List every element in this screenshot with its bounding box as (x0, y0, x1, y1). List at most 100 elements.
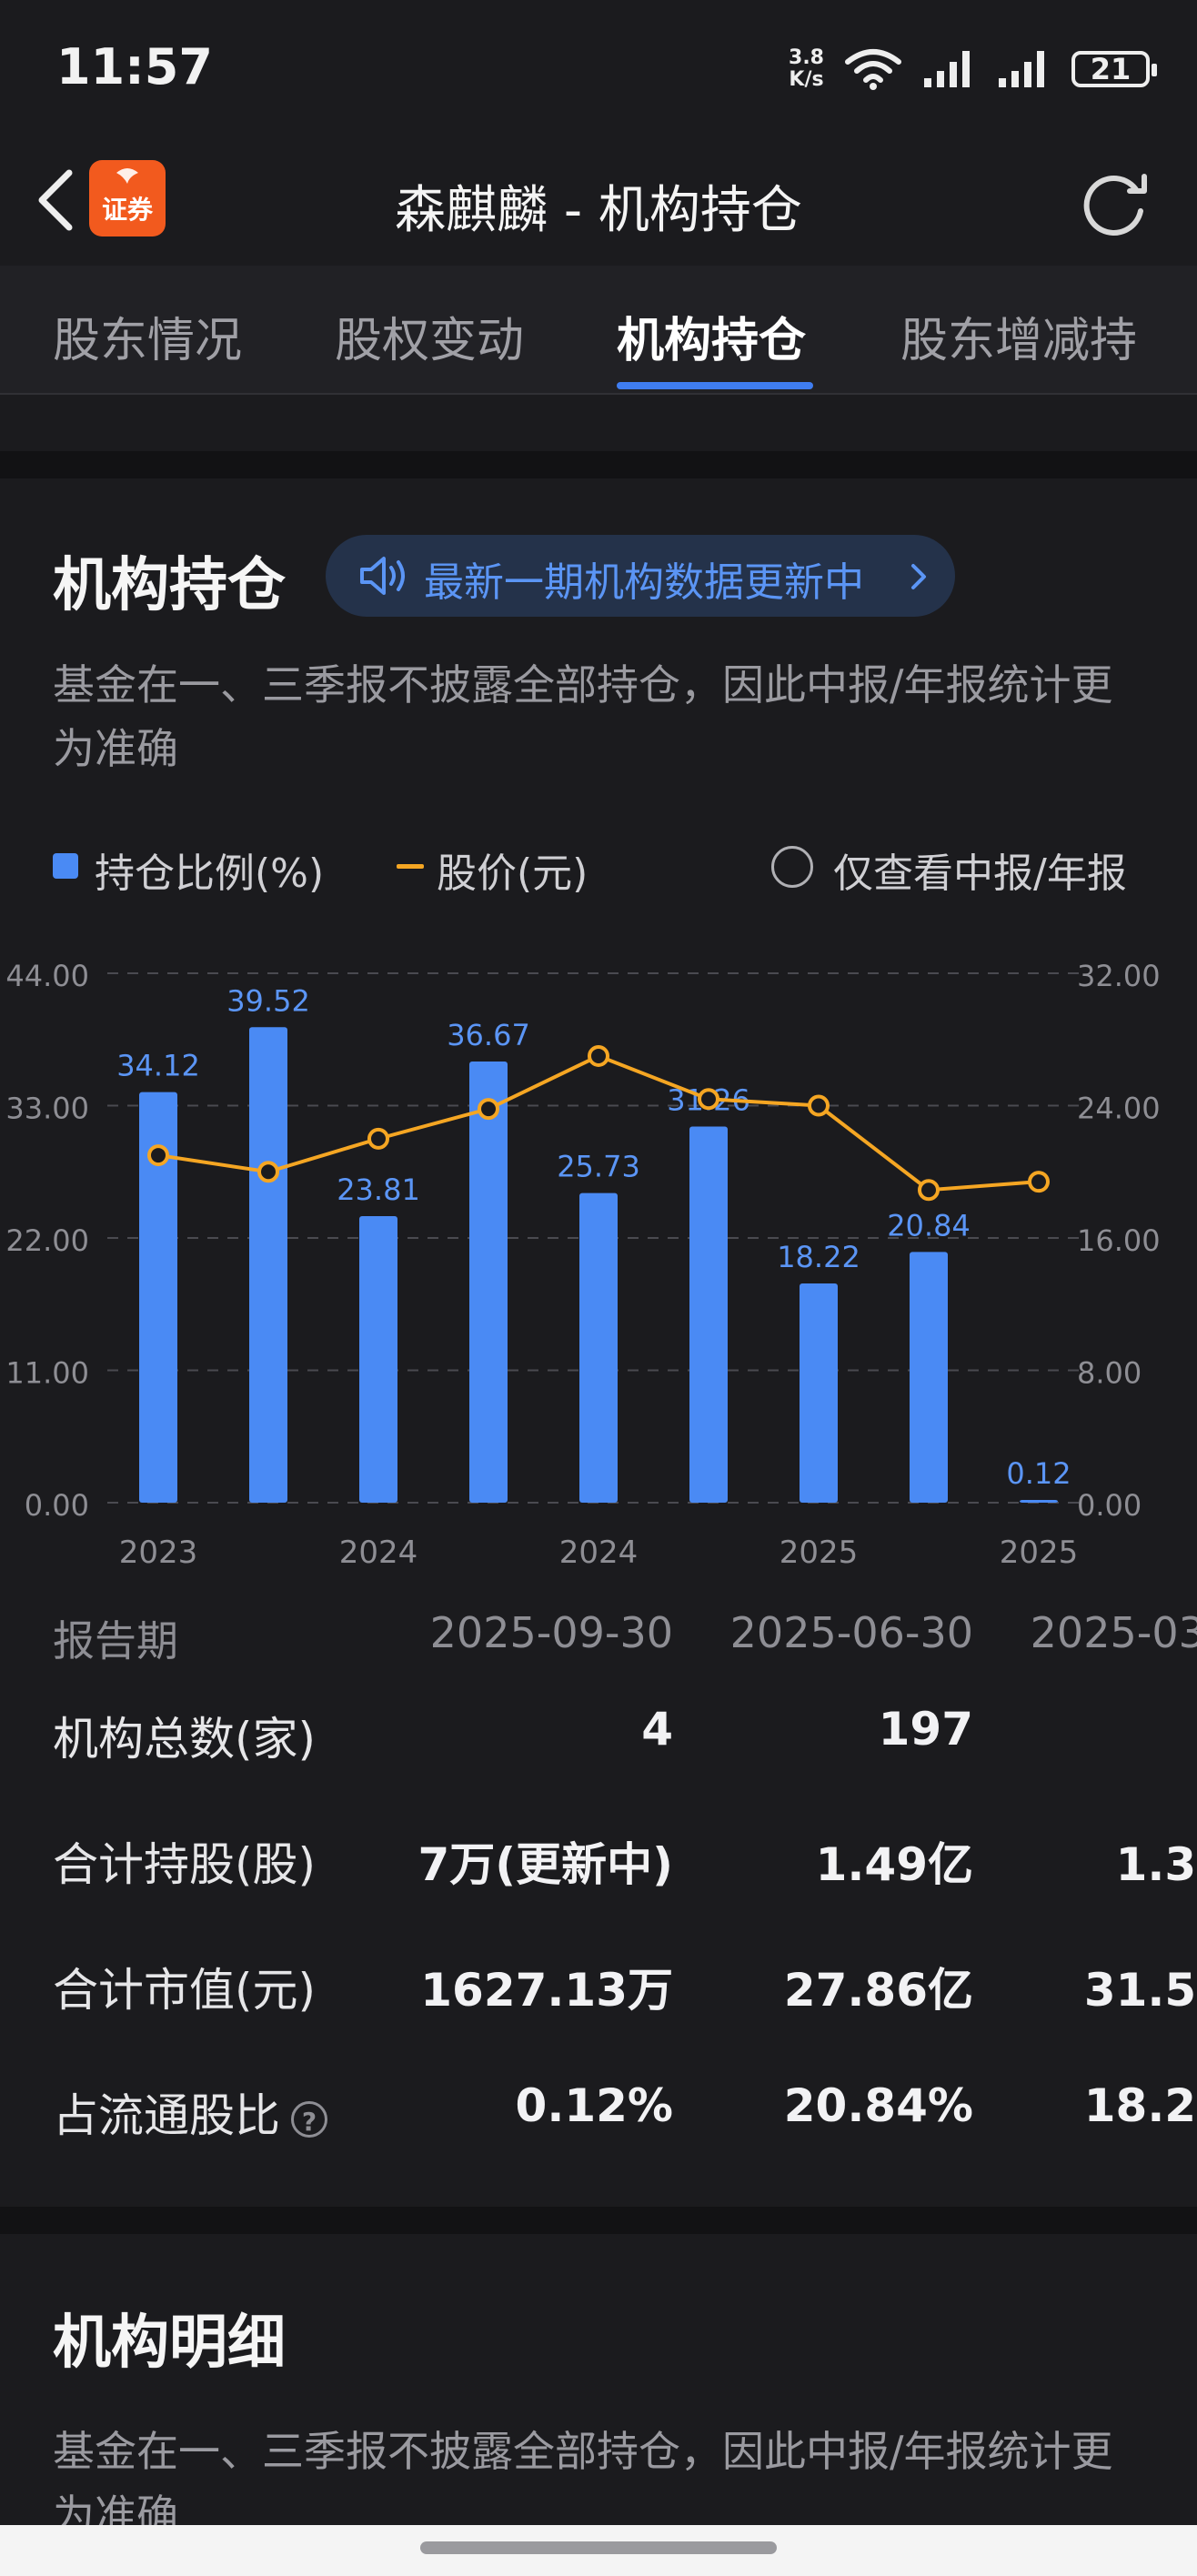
help-icon[interactable]: ? (291, 2100, 327, 2138)
table-cell: 0.12% (515, 2079, 673, 2132)
table-row: 合计市值(元) 1627.13万 27.86亿 31.54亿 (0, 1934, 1197, 2025)
x-tick-date: 03-31 (334, 1576, 424, 1579)
tab-holder-changes[interactable]: 股东增减持 (900, 314, 1138, 368)
y-right-tick-label: 0.00 (1077, 1488, 1142, 1523)
filter-radio[interactable] (771, 846, 813, 888)
table-header-col: 2025-06-30 (729, 1608, 973, 1657)
refresh-icon[interactable] (1071, 160, 1153, 242)
bar-value-label: 25.73 (557, 1150, 640, 1184)
x-tick-year: 2024 (559, 1535, 639, 1571)
price-point (698, 1088, 719, 1111)
price-point (808, 1094, 830, 1117)
legend-bar-label: 持仓比例(%) (95, 850, 325, 897)
net-speed-value: 3.8 (789, 46, 824, 69)
x-tick-year: 2025 (780, 1535, 859, 1571)
row-label: 合计市值(元) (53, 1964, 317, 2017)
net-speed-unit: K/s (789, 68, 824, 91)
x-tick-date: 09-30 (554, 1576, 644, 1579)
app-logo-text: 证券 (102, 195, 154, 225)
x-tick-year: 2024 (339, 1535, 418, 1571)
back-icon[interactable] (25, 164, 89, 236)
table-header-col: 2025-03-31 (1030, 1608, 1197, 1657)
table-cell: 31.54亿 (1083, 1964, 1197, 2017)
price-point (367, 1127, 389, 1150)
x-tick-date: 03-31 (774, 1576, 864, 1579)
row-label: 机构总数(家) (53, 1713, 317, 1766)
x-tick-year: 2023 (119, 1535, 198, 1571)
section-title: 机构持仓 (53, 552, 286, 619)
tab-shareholders[interactable]: 股东情况 (53, 314, 243, 368)
page-title: 森麒麟 - 机构持仓 (395, 181, 802, 240)
bar (469, 1061, 508, 1503)
spacer (0, 395, 1197, 451)
tab-bar: 股东情况 股权变动 机构持仓 股东增减持 (0, 266, 1197, 395)
table-cell: 7万(更新中) (417, 1838, 674, 1891)
table-header: 报告期 2025-09-30 2025-06-30 2025-03-31 (0, 1588, 1197, 1679)
y-left-tick-label: 0.00 (25, 1488, 89, 1523)
legend-bar-swatch (53, 853, 78, 879)
update-banner[interactable]: 最新一期机构数据更新中 (326, 535, 955, 617)
speaker-icon (360, 557, 405, 595)
gesture-bar (0, 2525, 1197, 2576)
table-cell: 1.30亿 (1115, 1838, 1197, 1891)
status-icons: 3.8 K/s 21 (789, 42, 1157, 96)
table-cell: 20.84% (783, 2079, 973, 2132)
table-header-label: 报告期 (53, 1616, 178, 1665)
chevron-right-icon (911, 564, 926, 589)
y-right-tick-label: 8.00 (1077, 1356, 1142, 1391)
price-point (257, 1161, 279, 1183)
bar-value-label: 18.22 (777, 1240, 860, 1274)
holdings-chart: 44.00 33.00 22.00 11.00 0.00 32.00 24.00 16.00 8… (5, 959, 1161, 1579)
wifi-icon (845, 49, 901, 90)
signal-icon (924, 51, 970, 87)
bar (359, 1216, 397, 1503)
y-right-tick-label: 16.00 (1077, 1223, 1161, 1258)
price-point (1028, 1171, 1050, 1193)
bar (1020, 1500, 1058, 1503)
table-cell: 197 (878, 1703, 973, 1756)
holdings-card: 机构持仓 最新一期机构数据更新中 基金在一、三季报不披露全部持仓，因此中报/年报… (0, 478, 1197, 2207)
y-right-tick-label: 24.00 (1077, 1092, 1161, 1126)
table-cell: 27.86亿 (783, 1964, 973, 2017)
bar (689, 1126, 728, 1503)
bar (910, 1252, 948, 1503)
bar (139, 1092, 177, 1503)
table-cell: 4 (641, 1703, 673, 1756)
bar (579, 1192, 618, 1503)
row-label: 占流通股比 (53, 2089, 280, 2142)
signal-icon-2 (999, 51, 1044, 87)
x-tick-date: 09-30 (994, 1576, 1084, 1579)
y-right-tick-label: 32.00 (1077, 959, 1161, 993)
net-speed: 3.8 K/s (789, 47, 824, 91)
app-logo: 证券 (89, 160, 166, 236)
table-header-col: 2025-09-30 (429, 1608, 673, 1657)
tab-equity-changes[interactable]: 股权变动 (335, 314, 525, 368)
price-point (588, 1044, 609, 1067)
details-card: 机构明细 基金在一、三季报不披露全部持仓，因此中报/年报统计更为准确 (0, 2234, 1197, 2540)
bar-value-label: 34.12 (116, 1049, 200, 1083)
price-point (478, 1098, 499, 1121)
bar (800, 1283, 838, 1503)
price-point (918, 1179, 940, 1202)
y-left-tick-label: 22.00 (5, 1223, 89, 1258)
row-label: 合计持股(股) (53, 1838, 317, 1891)
tab-institutional-holdings[interactable]: 机构持仓 (617, 314, 807, 368)
details-title: 机构明细 (53, 2309, 286, 2377)
y-left-tick-label: 11.00 (5, 1356, 89, 1391)
y-left-tick-label: 44.00 (5, 959, 89, 993)
home-indicator[interactable] (420, 2541, 777, 2554)
filter-radio-label[interactable]: 仅查看中报/年报 (833, 850, 1127, 897)
table-cell: 1627.13万 (420, 1964, 673, 2017)
x-tick-year: 2025 (1000, 1535, 1079, 1571)
battery-icon: 21 (1071, 51, 1157, 87)
table-row: 合计持股(股) 7万(更新中) 1.49亿 1.30亿 (0, 1808, 1197, 1899)
divider (0, 2207, 1197, 2234)
table-cell: 1.49亿 (815, 1838, 973, 1891)
tab-active-indicator (617, 382, 813, 389)
chart-legend: 持仓比例(%) 股价(元) 仅查看中报/年报 (53, 833, 1153, 897)
holdings-note: 基金在一、三季报不披露全部持仓，因此中报/年报统计更为准确 (53, 660, 1113, 773)
table-row: 占流通股比? 0.12% 20.84% 18.22% (0, 2059, 1197, 2150)
bar-value-label: 36.67 (447, 1018, 530, 1052)
bar-value-label: 39.52 (226, 983, 310, 1018)
table-cell: 18.22% (1083, 2079, 1197, 2132)
